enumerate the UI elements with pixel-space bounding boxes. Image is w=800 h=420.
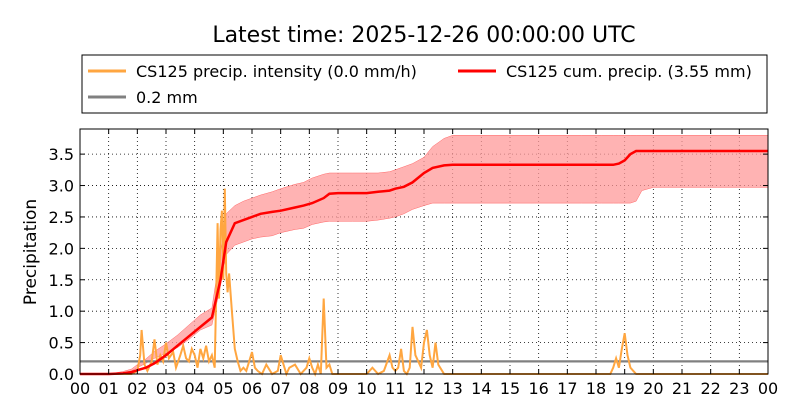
y-axis: 0.0 0.5 1.0 1.5 2.0 2.5 3.0 3.5 (49, 145, 768, 384)
legend-label-intensity: CS125 precip. intensity (0.0 mm/h) (136, 62, 417, 81)
x-tick-label: 11 (385, 379, 405, 398)
x-tick-label: 03 (156, 379, 176, 398)
x-tick-label: 16 (528, 379, 548, 398)
x-tick-label: 21 (672, 379, 692, 398)
x-tick-label: 00 (70, 379, 90, 398)
x-tick-label: 01 (98, 379, 118, 398)
x-tick-label: 23 (729, 379, 749, 398)
x-tick-label: 20 (643, 379, 663, 398)
y-tick-label: 1.0 (49, 302, 74, 321)
plot-area: 00 01 02 03 04 05 06 07 08 09 10 11 12 13 14 15 16 17 18 19… (49, 128, 778, 398)
y-axis-label: Precipitation (21, 199, 41, 305)
x-tick-label: 22 (700, 379, 720, 398)
x-tick-label: 08 (299, 379, 319, 398)
y-tick-label: 3.5 (49, 145, 74, 164)
x-tick-label: 02 (127, 379, 147, 398)
legend-label-cumulative: CS125 cum. precip. (3.55 mm) (506, 62, 752, 81)
x-tick-label: 15 (500, 379, 520, 398)
x-axis: 00 01 02 03 04 05 06 07 08 09 10 11 12 13 14 15 16 17 18 19… (70, 129, 778, 398)
x-tick-label: 13 (442, 379, 462, 398)
x-tick-label: 14 (471, 379, 491, 398)
chart-title: Latest time: 2025-12-26 00:00:00 UTC (212, 23, 635, 48)
x-tick-label: 06 (242, 379, 262, 398)
legend: CS125 precip. intensity (0.0 mm/h) CS125… (81, 54, 768, 114)
x-tick-label: 09 (328, 379, 348, 398)
y-tick-label: 2.5 (49, 208, 74, 227)
x-tick-label: 12 (414, 379, 434, 398)
x-tick-label: 10 (356, 379, 376, 398)
y-tick-label: 0.0 (49, 365, 74, 384)
y-tick-label: 2.0 (49, 239, 74, 258)
x-tick-label: 04 (184, 379, 204, 398)
legend-frame (81, 54, 768, 114)
x-tick-label: 05 (213, 379, 233, 398)
y-tick-label: 0.5 (49, 334, 74, 353)
x-tick-label: 00 (758, 379, 778, 398)
y-tick-label: 1.5 (49, 271, 74, 290)
legend-label-threshold: 0.2 mm (136, 88, 198, 107)
x-tick-label: 19 (614, 379, 634, 398)
x-tick-label: 18 (586, 379, 606, 398)
y-tick-label: 3.0 (49, 177, 74, 196)
x-tick-label: 17 (557, 379, 577, 398)
x-tick-label: 07 (270, 379, 290, 398)
cumulative-line (80, 149, 768, 376)
